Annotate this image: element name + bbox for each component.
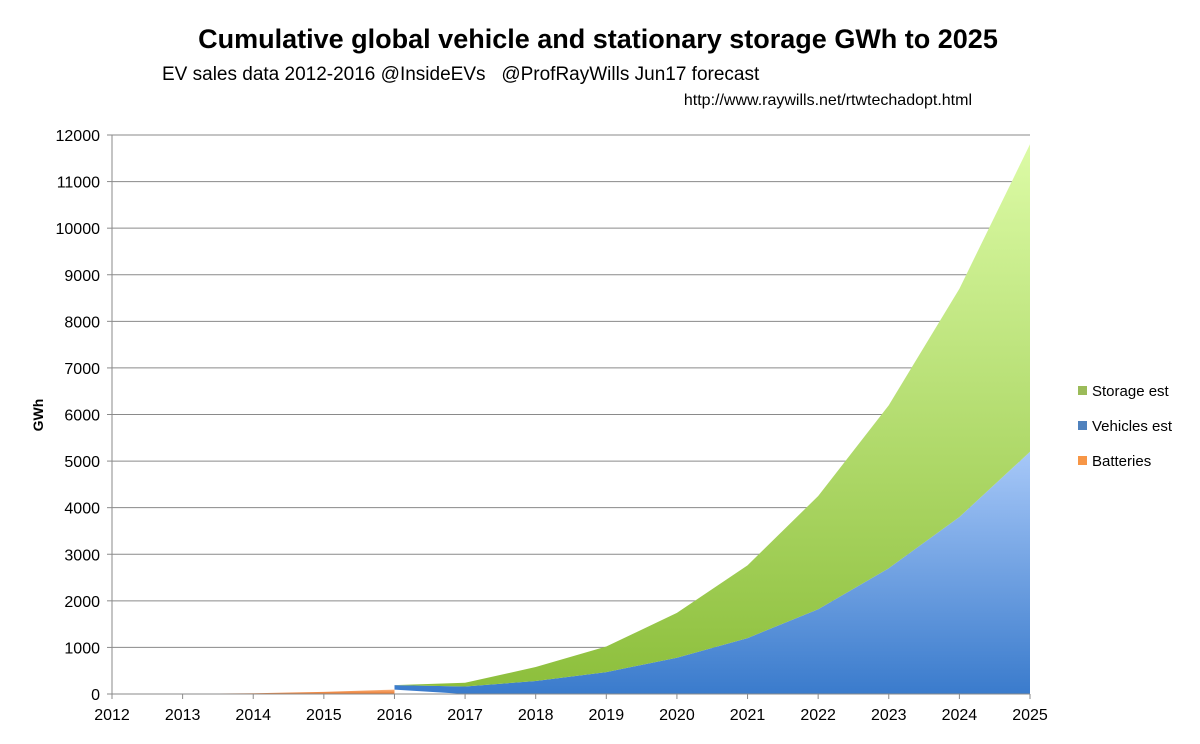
legend-label-batteries: Batteries: [1092, 453, 1151, 470]
y-tick-label: 8000: [64, 314, 100, 331]
legend-swatch-storage-est: [1078, 386, 1087, 395]
x-tick-label: 2017: [447, 707, 483, 724]
legend-label-vehicles-est: Vehicles est: [1092, 418, 1173, 435]
x-tick-label: 2015: [306, 707, 342, 724]
x-tick-label: 2014: [235, 707, 271, 724]
legend-swatch-batteries: [1078, 456, 1087, 465]
axes: 0 1000 2000 3000 4000 5000 6000 7000 8000 9000 100…: [56, 128, 1048, 724]
x-tick-label: 2025: [1012, 707, 1048, 724]
area-series-vehicles-est: [394, 451, 1030, 694]
x-tick-label: 2024: [942, 707, 978, 724]
source-url: http://www.raywills.net/rtwtechadopt.htm…: [684, 92, 972, 109]
y-tick-label: 7000: [64, 361, 100, 378]
y-tick-label: 6000: [64, 408, 100, 425]
y-tick-label: 5000: [64, 454, 100, 471]
y-tick-label: 12000: [56, 128, 101, 145]
legend: Storage est Vehicles est Batteries: [1078, 383, 1173, 470]
y-tick-label: 0: [91, 687, 100, 704]
x-tick-label: 2012: [94, 707, 130, 724]
y-tick-label: 10000: [56, 221, 101, 238]
y-axis-label: GWh: [30, 399, 46, 432]
x-tick-label: 2019: [589, 707, 625, 724]
x-tick-label: 2021: [730, 707, 766, 724]
legend-swatch-vehicles-est: [1078, 421, 1087, 430]
chart-title: Cumulative global vehicle and stationary…: [198, 24, 998, 54]
y-tick-label: 9000: [64, 268, 100, 285]
x-tick-label: 2013: [165, 707, 201, 724]
legend-label-storage-est: Storage est: [1092, 383, 1170, 400]
y-tick-label: 3000: [64, 547, 100, 564]
y-tick-label: 1000: [64, 640, 100, 657]
x-tick-label: 2018: [518, 707, 554, 724]
area-series-storage-est: [394, 144, 1030, 687]
y-tick-label: 11000: [57, 175, 100, 192]
area-series-batteries: [112, 689, 395, 694]
x-tick-label: 2016: [377, 707, 413, 724]
x-tick-label: 2022: [800, 707, 836, 724]
x-tick-label: 2020: [659, 707, 695, 724]
y-tick-label: 4000: [64, 501, 100, 518]
chart-subtitle: EV sales data 2012-2016 @InsideEVs @Prof…: [162, 64, 760, 85]
y-tick-label: 2000: [64, 594, 100, 611]
plot-area: [112, 144, 1030, 694]
gridlines: [112, 134, 1030, 648]
x-tick-label: 2023: [871, 707, 907, 724]
